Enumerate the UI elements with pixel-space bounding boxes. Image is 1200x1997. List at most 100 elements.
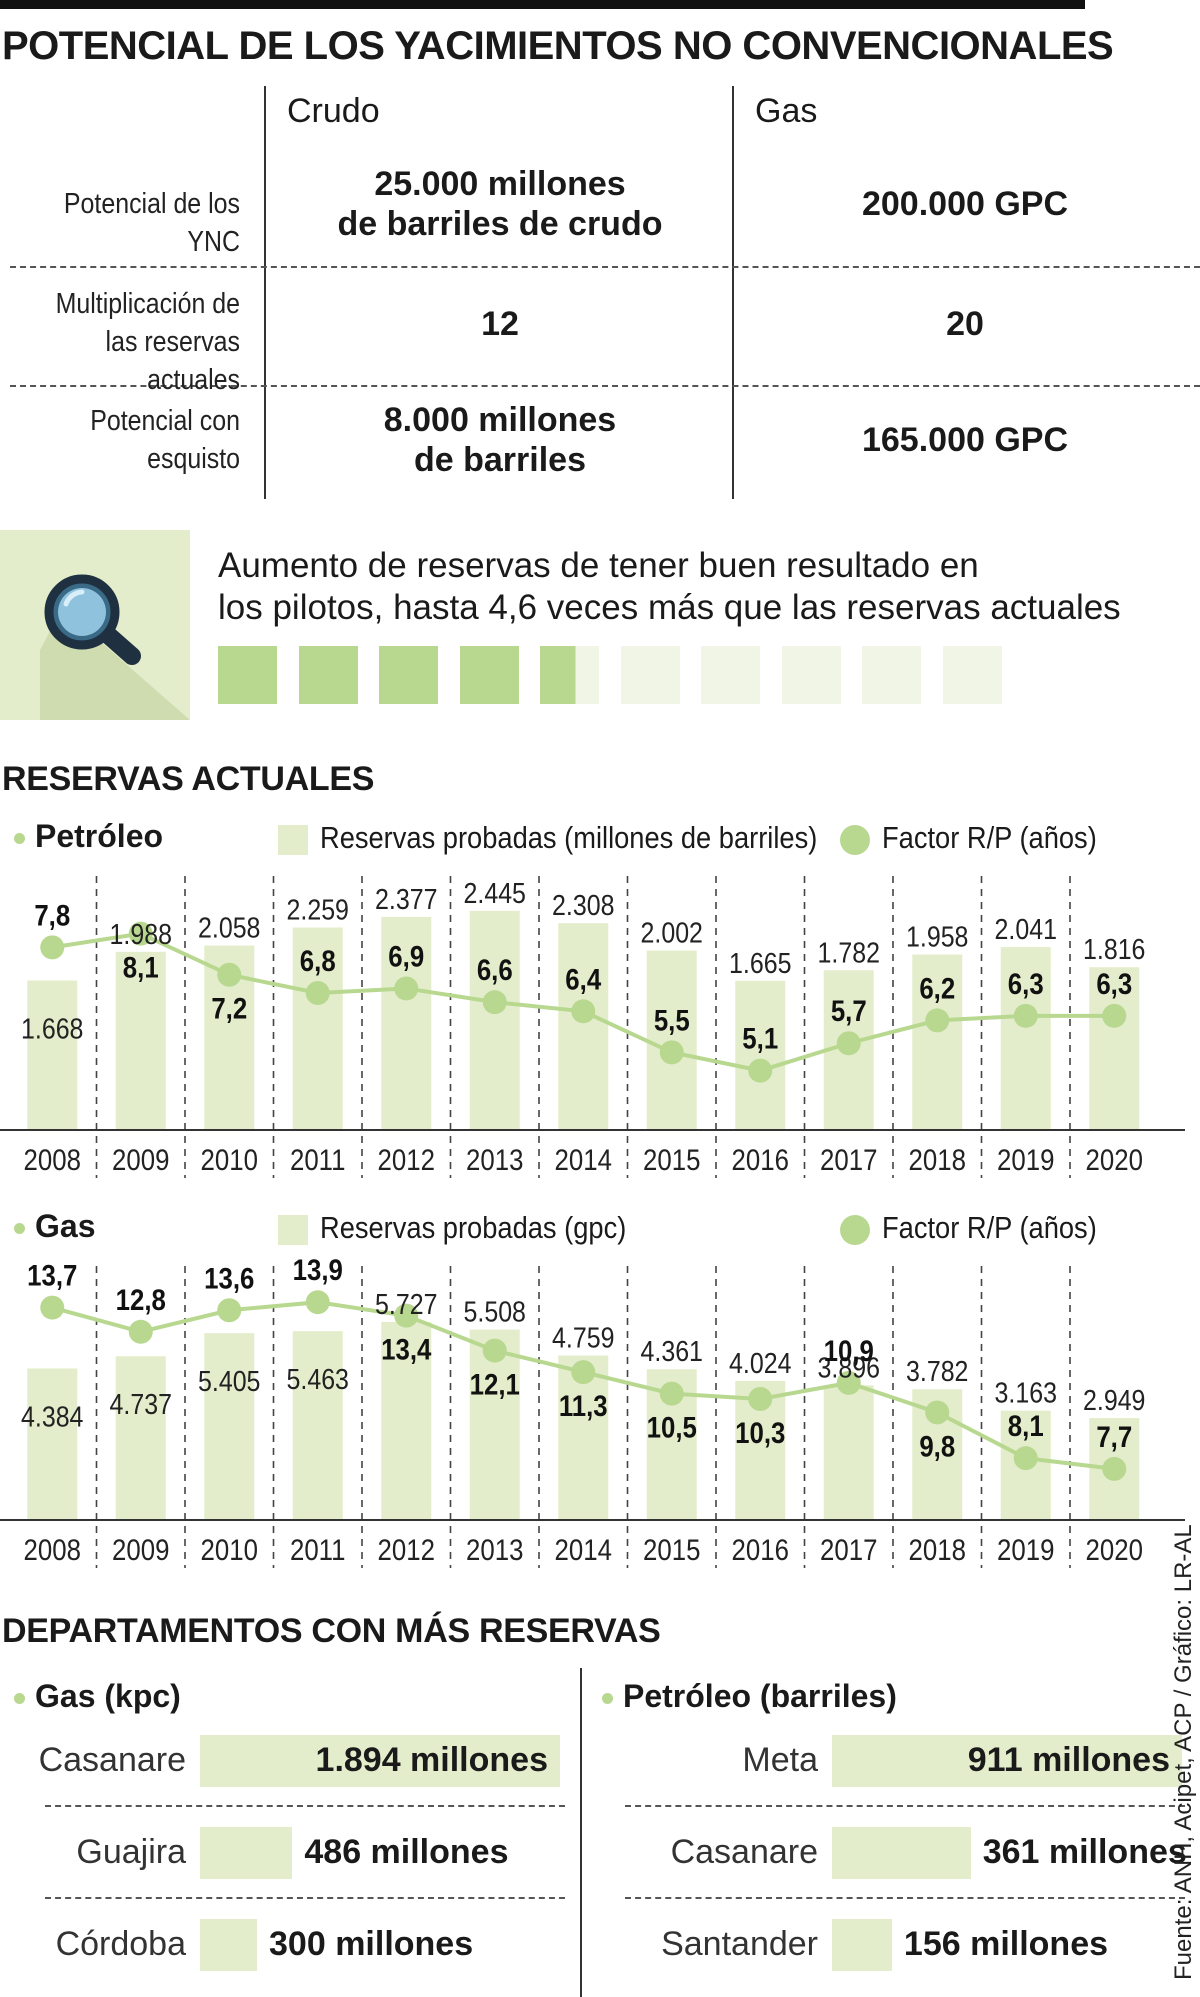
dept-title-petroleo: Petróleo (barriles)	[602, 1678, 897, 1715]
year-label: 2013	[466, 1533, 523, 1566]
dept-bar	[200, 1735, 560, 1787]
bar-value-label: 1.668	[21, 1013, 83, 1045]
cell-crudo: 25.000 millones de barriles de crudo	[337, 165, 663, 243]
bar-value-label: 2.259	[287, 894, 349, 926]
dept-name: Santander	[661, 1925, 818, 1963]
dept-divider	[580, 1668, 582, 1997]
bar-2009	[115, 1356, 166, 1520]
table-divider	[732, 86, 734, 499]
section-title-departamentos: DEPARTAMENTOS CON MÁS RESERVAS	[2, 1612, 661, 1650]
icon-box	[0, 530, 190, 720]
rp-value-label: 7,2	[211, 992, 247, 1025]
rp-value-label: 10,9	[824, 1334, 874, 1367]
cell-crudo: 12	[481, 305, 519, 343]
dept-row: Guajira 486 millones	[0, 1827, 590, 1887]
rp-value-label: 5,7	[831, 994, 867, 1027]
year-label: 2016	[732, 1143, 789, 1176]
bar-2016	[735, 980, 786, 1130]
bar-2009	[115, 951, 166, 1130]
year-label: 2019	[997, 1533, 1054, 1566]
year-label: 2016	[732, 1533, 789, 1566]
dept-row: Casanare 361 millones	[600, 1827, 1190, 1887]
multiplier-blocks	[218, 646, 1018, 704]
bar-2012	[381, 916, 432, 1130]
column-header-crudo: Crudo	[287, 92, 380, 130]
rp-value-label: 6,3	[1008, 967, 1044, 1000]
bar-value-label: 5.463	[287, 1363, 349, 1395]
bar-2010	[204, 1333, 255, 1520]
bar-value-label: 4.024	[729, 1347, 791, 1379]
dept-row: Córdoba 300 millones	[0, 1919, 590, 1979]
year-label: 2010	[201, 1143, 258, 1176]
rp-value-label: 9,8	[919, 1430, 955, 1463]
section-title-reservas: RESERVAS ACTUALES	[2, 760, 375, 798]
rp-value-label: 12,1	[470, 1368, 520, 1401]
chart-title-gas: Gas	[14, 1208, 95, 1245]
row-label: Multiplicación de las reservas actuales	[55, 288, 241, 396]
year-label: 2017	[820, 1533, 877, 1566]
dept-separator	[625, 1897, 1185, 1899]
multiplier-block	[620, 646, 680, 704]
dept-separator	[625, 1805, 1185, 1807]
dept-value: 486 millones	[304, 1833, 509, 1871]
rp-value-label: 10,3	[735, 1416, 785, 1449]
rp-point-2012	[394, 976, 419, 1001]
year-label: 2014	[555, 1533, 612, 1566]
legend-bars-gas: Reservas probadas (gpc)	[278, 1210, 668, 1246]
bar-value-label: 4.759	[552, 1322, 614, 1354]
legend-line-petroleo: Factor R/P (años)	[840, 820, 1126, 856]
rp-point-2012	[394, 1303, 419, 1328]
rp-point-2016	[748, 1058, 773, 1083]
rp-point-2011	[305, 1290, 330, 1315]
rp-point-2014	[571, 999, 596, 1024]
bar-2014	[558, 923, 609, 1130]
rp-value-label: 10,5	[647, 1411, 697, 1444]
bar-2018	[912, 954, 963, 1130]
year-label: 2018	[909, 1143, 966, 1176]
year-label: 2020	[1086, 1143, 1143, 1176]
multiplier-block	[218, 646, 277, 704]
rp-point-2008	[40, 935, 65, 960]
year-label: 2018	[909, 1533, 966, 1566]
rp-point-2013	[482, 990, 507, 1015]
cell-crudo: 8.000 millones de barriles	[383, 401, 617, 479]
bar-value-label: 2.308	[552, 889, 614, 921]
multiplier-block	[459, 646, 519, 704]
year-label: 2010	[201, 1533, 258, 1566]
rp-value-label: 13,9	[293, 1258, 343, 1287]
year-label: 2009	[112, 1143, 169, 1176]
bar-value-label: 1.665	[729, 947, 791, 979]
dept-row: Casanare 1.894 millones	[0, 1735, 590, 1795]
multiplier-block	[701, 646, 760, 704]
cell-gas: 20	[946, 305, 984, 343]
dept-value: 361 millones	[982, 1833, 1187, 1871]
callout-text: Aumento de reservas de tener buen result…	[218, 546, 1121, 627]
bar-2017	[823, 1385, 874, 1520]
dept-gas-chart: Casanare 1.894 millones Guajira 486 millone…	[0, 1665, 600, 1995]
bar-value-label: 4.737	[110, 1389, 172, 1421]
rp-point-2009	[128, 921, 153, 946]
year-label: 2008	[24, 1143, 81, 1176]
row-separator	[10, 266, 1200, 268]
column-header-gas: Gas	[755, 92, 818, 130]
rp-value-label: 11,3	[559, 1389, 608, 1422]
rp-point-2008	[40, 1295, 65, 1320]
year-label: 2011	[290, 1533, 345, 1566]
rp-point-2009	[128, 1319, 153, 1344]
rp-point-2010	[217, 962, 242, 987]
petroleo-chart: 1.668 1.988 2.058 2.259 2.377 2.445 2.308 2.002…	[0, 876, 1185, 1178]
multiplier-block	[781, 646, 841, 704]
multiplier-block	[379, 646, 438, 704]
bar-value-label: 2.949	[1083, 1384, 1145, 1416]
dept-row: Santander 156 millones	[600, 1919, 1190, 1979]
dept-value: 911 millones	[967, 1741, 1170, 1779]
year-label: 2012	[378, 1533, 435, 1566]
bar-value-label: 5.508	[464, 1296, 526, 1328]
bar-value-label: 3.782	[906, 1356, 968, 1388]
chart-title-petroleo: Petróleo	[14, 818, 163, 855]
bar-value-label: 2.041	[995, 913, 1057, 945]
legend-line-gas: Factor R/P (años)	[840, 1210, 1126, 1246]
rp-value-label: 7,8	[34, 899, 70, 932]
rp-point-2014	[571, 1360, 596, 1385]
gas-chart: 4.384 4.737 5.405 5.463 5.727 5.508 4.759 4.361…	[0, 1258, 1185, 1568]
